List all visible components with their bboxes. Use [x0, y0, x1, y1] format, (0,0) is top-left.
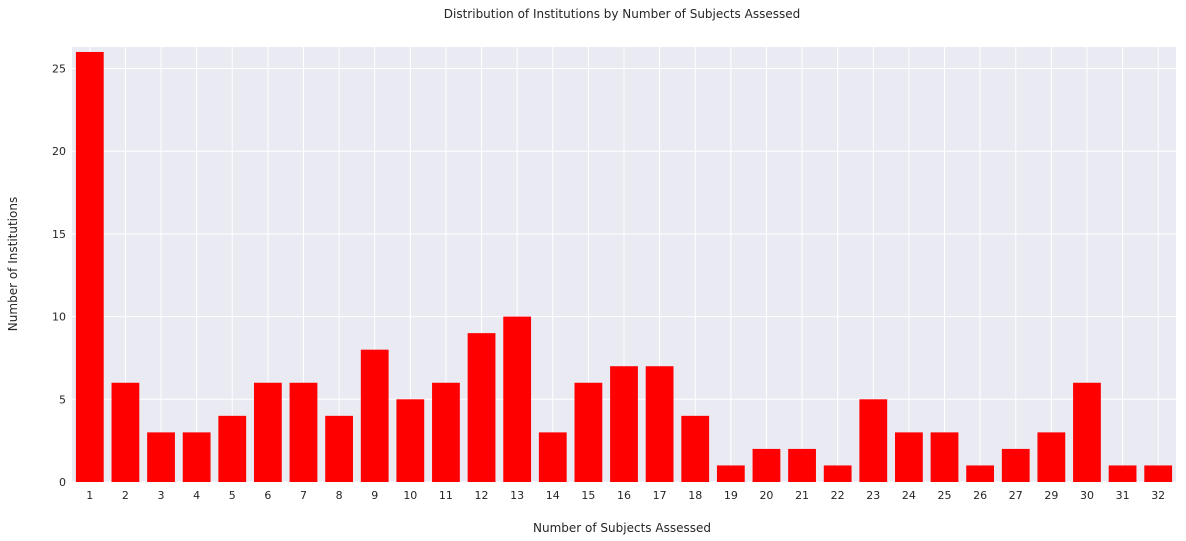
x-tick-label: 2	[122, 489, 129, 502]
bar-18	[681, 415, 710, 482]
x-tick-labels: 1 2 3 4 5 6 7 8 9 10 11 12 13 14 15 16 17 18 19 20 21 22 23 24 2…	[86, 489, 1165, 502]
bar-8	[325, 415, 353, 482]
bar-31	[1108, 465, 1137, 482]
bar-12	[467, 333, 496, 482]
x-tick-label: 16	[617, 489, 631, 502]
bar-26	[966, 465, 995, 482]
bar-2	[111, 382, 140, 482]
bar-10	[396, 399, 425, 482]
y-tick-label: 15	[52, 228, 66, 241]
bar-4	[182, 432, 211, 482]
bar-32	[1144, 465, 1173, 482]
bars-group	[75, 51, 1173, 483]
bar-22	[823, 465, 852, 482]
bar-25	[930, 432, 959, 482]
y-tick-label: 20	[52, 145, 66, 158]
x-tick-label: 26	[973, 489, 987, 502]
y-axis-label: Number of Institutions	[6, 197, 20, 331]
x-tick-label: 9	[371, 489, 378, 502]
bar-16	[610, 366, 638, 482]
x-tick-label: 27	[1009, 489, 1023, 502]
bar-17	[645, 366, 674, 482]
y-tick-label: 10	[52, 311, 66, 324]
x-tick-label: 18	[688, 489, 702, 502]
bar-11	[432, 382, 460, 482]
bar-7	[289, 382, 318, 482]
bar-29	[1037, 432, 1066, 482]
x-tick-label: 19	[724, 489, 738, 502]
x-tick-label: 25	[938, 489, 952, 502]
x-tick-label: 7	[300, 489, 307, 502]
bar-3	[147, 432, 175, 482]
bar-27	[1001, 448, 1030, 482]
bar-23	[859, 399, 888, 482]
x-tick-label: 30	[1080, 489, 1094, 502]
x-tick-label: 13	[510, 489, 524, 502]
x-tick-label: 22	[831, 489, 845, 502]
x-tick-label: 11	[439, 489, 453, 502]
x-tick-label: 31	[1116, 489, 1130, 502]
x-tick-label: 17	[653, 489, 667, 502]
bar-13	[503, 316, 532, 482]
x-tick-label: 8	[336, 489, 343, 502]
bar-9	[360, 349, 389, 482]
x-tick-label: 6	[264, 489, 271, 502]
bar-5	[218, 415, 247, 482]
bar-14	[538, 432, 567, 482]
bar-1	[75, 51, 104, 483]
bar-20	[752, 448, 781, 482]
x-tick-label: 24	[902, 489, 916, 502]
x-tick-label: 5	[229, 489, 236, 502]
bar-24	[895, 432, 923, 482]
chart-title: Distribution of Institutions by Number o…	[444, 7, 800, 21]
x-tick-label: 1	[86, 489, 93, 502]
x-axis-label: Number of Subjects Assessed	[533, 521, 711, 535]
x-tick-label: 4	[193, 489, 200, 502]
x-tick-label: 14	[546, 489, 560, 502]
bar-30	[1073, 382, 1101, 482]
x-tick-label: 32	[1151, 489, 1165, 502]
y-tick-labels: 0 5 10 15 20 25	[52, 63, 66, 489]
x-tick-label: 21	[795, 489, 809, 502]
bar-21	[788, 448, 816, 482]
x-tick-label: 20	[759, 489, 773, 502]
bar-6	[253, 382, 282, 482]
x-tick-label: 29	[1044, 489, 1058, 502]
x-tick-label: 12	[475, 489, 489, 502]
x-tick-label: 3	[158, 489, 165, 502]
y-tick-label: 0	[59, 476, 66, 489]
bar-15	[574, 382, 603, 482]
y-tick-label: 5	[59, 393, 66, 406]
x-tick-label: 23	[866, 489, 880, 502]
x-tick-label: 15	[581, 489, 595, 502]
x-tick-label: 10	[403, 489, 417, 502]
y-tick-label: 25	[52, 63, 66, 76]
bar-19	[716, 465, 745, 482]
